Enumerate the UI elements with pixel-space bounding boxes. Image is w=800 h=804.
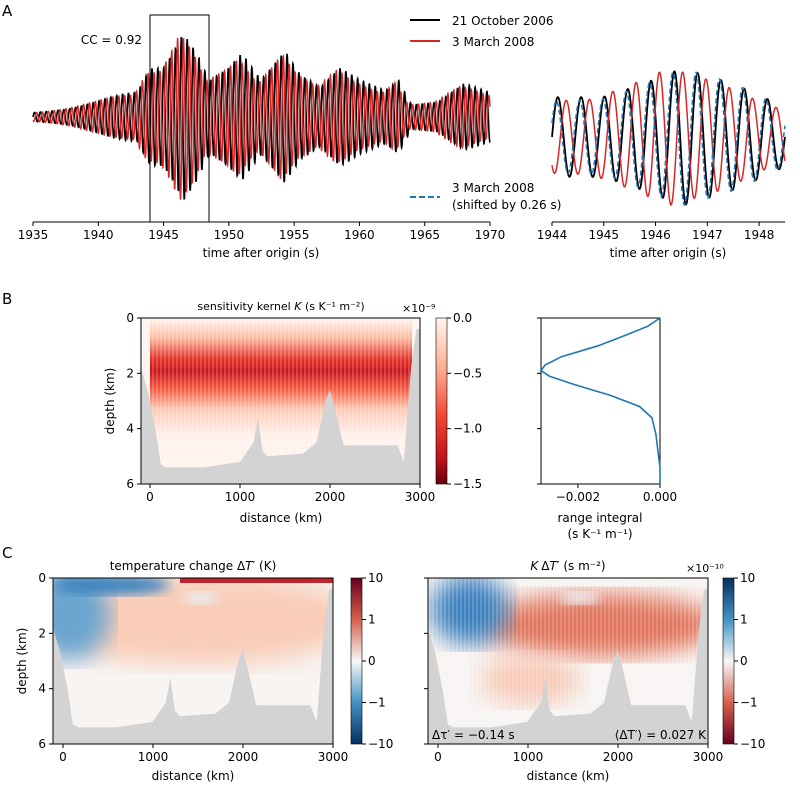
y-tick-label: 0: [126, 311, 134, 325]
travel-time-annotation: Δτ′ = −0.14 s: [432, 728, 515, 742]
waveform-2006: [551, 70, 786, 206]
legend-label-shifted: 3 March 2008: [452, 181, 534, 195]
colorbar-tick-label: −10: [368, 737, 393, 751]
colorbar-tick-label: 10: [368, 571, 383, 585]
x-tick-label: 1950: [214, 228, 245, 242]
waveform-2008: [551, 71, 786, 206]
x-tick-label: 1948: [744, 228, 775, 242]
cold-anomaly: [53, 578, 110, 660]
x-tick-label: 1947: [692, 228, 723, 242]
colorbar-tick-label: 10: [740, 571, 755, 585]
x-axis-label: time after origin (s): [610, 246, 727, 260]
x-tick-label: 3000: [693, 750, 724, 764]
colorbar-tick-label: −1: [368, 696, 386, 710]
x-tick-label: 1965: [409, 228, 440, 242]
axes-frame: [540, 317, 661, 485]
y-tick-label: 2: [126, 366, 134, 380]
colorbar-tick-label: 0: [368, 654, 376, 668]
x-tick-label: 1000: [138, 750, 169, 764]
panel-label-b: B: [2, 290, 12, 308]
x-tick-label: 1946: [640, 228, 671, 242]
range-integral-line: [539, 317, 661, 484]
y-tick-label: 4: [38, 682, 46, 696]
kernel-title: sensitivity kernel K (s K⁻¹ m⁻²): [197, 300, 364, 313]
product-title: K ΔT′ (s m⁻²): [530, 559, 605, 573]
x-tick-label: 1000: [225, 490, 256, 504]
kernel-heatmap: sensitivity kernel K (s K⁻¹ m⁻²) 0 1000 20…: [103, 300, 482, 525]
x-tick-label: 0: [59, 750, 67, 764]
x-tick-label: 2000: [228, 750, 259, 764]
x-axis-label: distance (km): [152, 769, 235, 783]
axes-frame: [427, 577, 709, 745]
colorbar-scale: ×10⁻⁹: [402, 302, 435, 315]
x-tick-label: −0.002: [556, 490, 600, 504]
panel-label-c: C: [2, 544, 12, 562]
x-axis-label: range integral: [558, 511, 643, 525]
colorbar: [350, 577, 363, 745]
x-tick-label: 1944: [537, 228, 568, 242]
y-tick-label: 0: [38, 571, 46, 585]
x-axis-label: time after origin (s): [203, 246, 320, 260]
legend-label-2006: 21 October 2006: [452, 14, 553, 28]
y-tick-label: 2: [38, 626, 46, 640]
colorbar-tick-label: −1: [740, 696, 758, 710]
waveform-zoom-plot: 1944 1945 1946 1947 1948 time after origin (…: [537, 70, 786, 260]
kernel-times-temperature-heatmap: K ΔT′ (s m⁻²) 0 1000 2000 3000 distance (km)…: [424, 559, 765, 783]
x-tick-label: 1940: [83, 228, 114, 242]
x-tick-label: 1945: [148, 228, 179, 242]
x-axis-unit: (s K⁻¹ m⁻¹): [567, 527, 632, 541]
x-tick-label: 0.000: [643, 490, 677, 504]
x-tick-label: 1955: [279, 228, 310, 242]
x-tick-label: 1945: [589, 228, 620, 242]
y-tick-label: 6: [126, 477, 134, 491]
colorbar-tick-label: 0.0: [453, 311, 472, 325]
x-tick-label: 3000: [318, 750, 349, 764]
surface-warming: [180, 578, 333, 583]
legend-label-2008: 3 March 2008: [452, 35, 534, 49]
bathymetry: [141, 329, 420, 484]
colorbar-tick-label: 1: [740, 613, 748, 627]
bathymetry: [53, 589, 333, 744]
y-axis-label: depth (km): [103, 368, 117, 435]
waveform-plot: 1935 1940 1945 1950 1955 1960 1965 1970 time af…: [18, 14, 562, 260]
colorbar-tick-label: −0.5: [453, 366, 482, 380]
x-tick-label: 0: [434, 750, 442, 764]
legend-label-shifted-note: (shifted by 0.26 s): [452, 198, 561, 212]
x-tick-label: 1970: [475, 228, 506, 242]
colorbar-tick-label: −1.0: [453, 422, 482, 436]
y-tick-label: 4: [126, 422, 134, 436]
x-tick-label: 1000: [513, 750, 544, 764]
range-integral-plot: −0.002 0.000 range integral (s K⁻¹ m⁻¹): [537, 317, 677, 541]
x-axis-label: distance (km): [240, 511, 323, 525]
temperature-change-heatmap: temperature change ΔT′ (K) 0 1000 2000 3000…: [15, 559, 393, 783]
colorbar-tick-label: −10: [740, 737, 765, 751]
cc-annotation: CC = 0.92: [81, 33, 142, 47]
colorbar-tick-label: −1.5: [453, 477, 482, 491]
axes-frame: [140, 317, 421, 485]
waveform-2008: [32, 37, 491, 200]
x-tick-label: 1935: [18, 228, 49, 242]
y-axis-label: depth (km): [15, 628, 29, 695]
x-tick-label: 3000: [405, 490, 436, 504]
panel-label-a: A: [2, 2, 13, 20]
warm-anomaly: [53, 578, 333, 665]
x-tick-label: 1960: [344, 228, 375, 242]
colorbar: [435, 317, 448, 485]
axes-frame: [52, 577, 334, 745]
bathymetry: [428, 589, 708, 744]
colorbar-scale: ×10⁻¹⁰: [686, 562, 724, 575]
mean-temperature-annotation: ⟨ΔT′⟩ = 0.027 K: [615, 728, 707, 742]
colorbar-tick-label: 0: [740, 654, 748, 668]
temperature-title: temperature change ΔT′ (K): [110, 559, 277, 573]
waveform-2008-shifted: [551, 71, 786, 206]
colorbar: [722, 577, 735, 745]
y-tick-label: 6: [38, 737, 46, 751]
x-tick-label: 2000: [315, 490, 346, 504]
x-tick-label: 2000: [603, 750, 634, 764]
x-tick-label: 0: [146, 490, 154, 504]
colorbar-tick-label: 1: [368, 613, 376, 627]
x-axis-label: distance (km): [527, 769, 610, 783]
